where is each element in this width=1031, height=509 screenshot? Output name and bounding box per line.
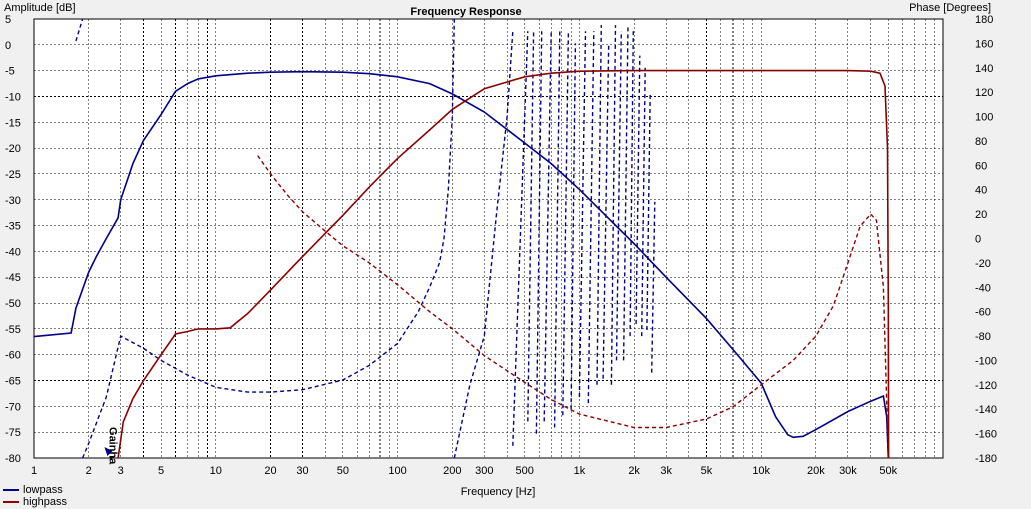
y-right-tick-label: -60 xyxy=(975,307,991,319)
y-left-tick-label: -80 xyxy=(5,453,21,465)
y-left-tick-label: 5 xyxy=(5,14,11,26)
annotation-text: Gainha xyxy=(106,427,118,465)
y-left-tick-label: -35 xyxy=(5,221,21,233)
y-left-tick-label: -70 xyxy=(5,401,21,413)
y-right-tick-label: -100 xyxy=(975,355,997,367)
y-right-tick-label: -160 xyxy=(975,429,997,441)
x-tick-label: 5 xyxy=(158,465,164,477)
grid xyxy=(34,19,943,458)
x-tick-label: 5k xyxy=(701,465,713,477)
y-left-tick-label: -5 xyxy=(5,66,15,78)
x-tick-label: 30k xyxy=(839,465,857,477)
x-tick-label: 100 xyxy=(388,465,406,477)
y-right-tick-label: 60 xyxy=(975,160,987,172)
y-right-tick-label: 120 xyxy=(975,87,993,99)
y-right-tick-label: -180 xyxy=(975,453,997,465)
x-tick-label: 2k xyxy=(628,465,640,477)
y-left-tick-label: -20 xyxy=(5,143,21,155)
y-left-tick-label: -30 xyxy=(5,195,21,207)
y-right-tick-label: 20 xyxy=(975,209,987,221)
y-right-tick-label: 0 xyxy=(975,234,981,246)
y-left-tick-label: -15 xyxy=(5,117,21,129)
axis-ticks: 50-5-10-15-20-25-30-35-40-45-50-55-60-65… xyxy=(5,14,997,477)
y-right-tick-label: -40 xyxy=(975,282,991,294)
legend-swatch-highpass xyxy=(3,501,19,503)
x-tick-label: 2 xyxy=(86,465,92,477)
y-right-tick-label: -20 xyxy=(975,258,991,270)
legend-label-lowpass: lowpass xyxy=(23,484,63,496)
y-right-tick-label: 100 xyxy=(975,112,993,124)
y-axis-right-label: Phase [Degrees] xyxy=(909,2,991,14)
x-tick-label: 10k xyxy=(752,465,770,477)
highpass-amplitude-line xyxy=(117,69,890,459)
chart-title: Frequency Response xyxy=(410,6,521,18)
annotation-arrow xyxy=(104,447,113,456)
x-tick-label: 50k xyxy=(879,465,897,477)
lowpass-amplitude-line xyxy=(33,70,890,459)
y-right-tick-label: 160 xyxy=(975,38,993,50)
x-tick-label: 300 xyxy=(475,465,493,477)
y-left-tick-label: 0 xyxy=(5,40,11,52)
y-right-tick-label: 180 xyxy=(975,14,993,26)
y-right-tick-label: 140 xyxy=(975,63,993,75)
y-right-tick-label: -80 xyxy=(975,331,991,343)
legend-label-highpass: highpass xyxy=(23,496,68,508)
lowpass-phase-line xyxy=(75,18,656,459)
x-tick-label: 50 xyxy=(337,465,349,477)
y-axis-left-label: Amplitude [dB] xyxy=(4,2,76,14)
y-left-tick-label: -55 xyxy=(5,324,21,336)
legend-swatch-lowpass xyxy=(3,489,19,491)
y-left-tick-label: -60 xyxy=(5,350,21,362)
x-tick-label: 200 xyxy=(443,465,461,477)
y-left-tick-label: -45 xyxy=(5,272,21,284)
y-left-tick-label: -40 xyxy=(5,246,21,258)
legend-item-lowpass: lowpass xyxy=(3,484,67,496)
legend-item-highpass: highpass xyxy=(3,496,67,508)
y-right-tick-label: -140 xyxy=(975,404,997,416)
x-tick-label: 500 xyxy=(515,465,533,477)
y-right-tick-label: -120 xyxy=(975,380,997,392)
plot-area xyxy=(33,18,944,459)
series xyxy=(33,18,890,459)
y-left-tick-label: -75 xyxy=(5,427,21,439)
highpass-phase-line xyxy=(257,155,889,459)
x-tick-label: 20 xyxy=(264,465,276,477)
x-tick-label: 3k xyxy=(660,465,672,477)
x-tick-label: 20k xyxy=(807,465,825,477)
x-tick-label: 3 xyxy=(118,465,124,477)
y-right-tick-label: 40 xyxy=(975,185,987,197)
x-tick-label: 10 xyxy=(210,465,222,477)
x-tick-label: 1 xyxy=(31,465,37,477)
y-left-tick-label: -10 xyxy=(5,91,21,103)
x-tick-label: 1k xyxy=(574,465,586,477)
y-right-tick-label: 80 xyxy=(975,136,987,148)
x-tick-label: 30 xyxy=(296,465,308,477)
legend: lowpass highpass xyxy=(3,484,67,508)
x-axis-label: Frequency [Hz] xyxy=(461,486,536,498)
y-left-tick-label: -25 xyxy=(5,169,21,181)
y-left-tick-label: -65 xyxy=(5,376,21,388)
y-left-tick-label: -50 xyxy=(5,298,21,310)
